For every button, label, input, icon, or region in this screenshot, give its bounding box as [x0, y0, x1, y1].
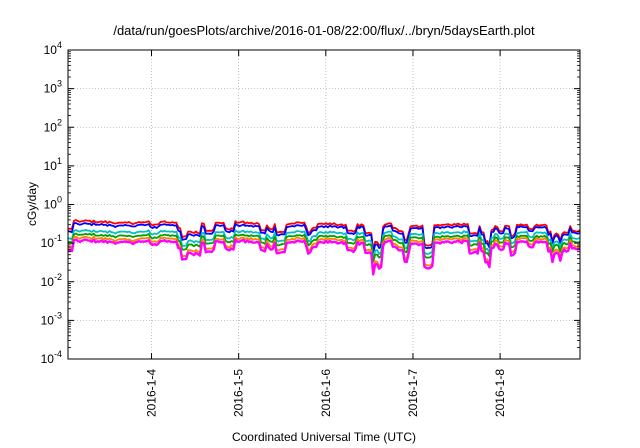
- y-tick-label: 100: [44, 195, 62, 212]
- y-axis-label: cGy/day: [25, 182, 39, 226]
- x-tick-labels: 2016-1-4 2016-1-5 2016-1-6 2016-1-7 2016-1-8: [145, 369, 508, 417]
- y-tick-label: 103: [44, 79, 62, 96]
- y-tick-label: 10-1: [41, 233, 62, 250]
- x-tick-label: 2016-1-7: [406, 369, 420, 417]
- y-tick-label: 104: [44, 40, 62, 57]
- x-tick-label: 2016-1-8: [493, 369, 507, 417]
- y-tick-label: 10-3: [41, 310, 62, 327]
- y-tick-label: 10-2: [41, 272, 62, 289]
- y-tick-labels: 10-4 10-3 10-2 10-1 100 101 102 103 104: [41, 40, 62, 366]
- series-line: [67, 219, 581, 252]
- x-tick-label: 2016-1-6: [319, 369, 333, 417]
- series-group: [67, 219, 581, 276]
- x-tick-label: 2016-1-5: [232, 369, 246, 417]
- ticks: [68, 49, 580, 360]
- y-tick-label: 102: [44, 117, 62, 134]
- series-line: [67, 235, 581, 273]
- gridlines: [68, 50, 580, 359]
- x-tick-label: 2016-1-4: [145, 369, 159, 417]
- series-line: [67, 232, 581, 263]
- series-line: [67, 238, 581, 276]
- chart-title: /data/run/goesPlots/archive/2016-01-08/2…: [113, 23, 535, 38]
- series-line: [67, 222, 581, 254]
- x-axis-label: Coordinated Universal Time (UTC): [232, 430, 416, 444]
- y-tick-label: 101: [44, 156, 62, 173]
- y-tick-label: 10-4: [41, 349, 62, 366]
- series-line: [67, 228, 581, 260]
